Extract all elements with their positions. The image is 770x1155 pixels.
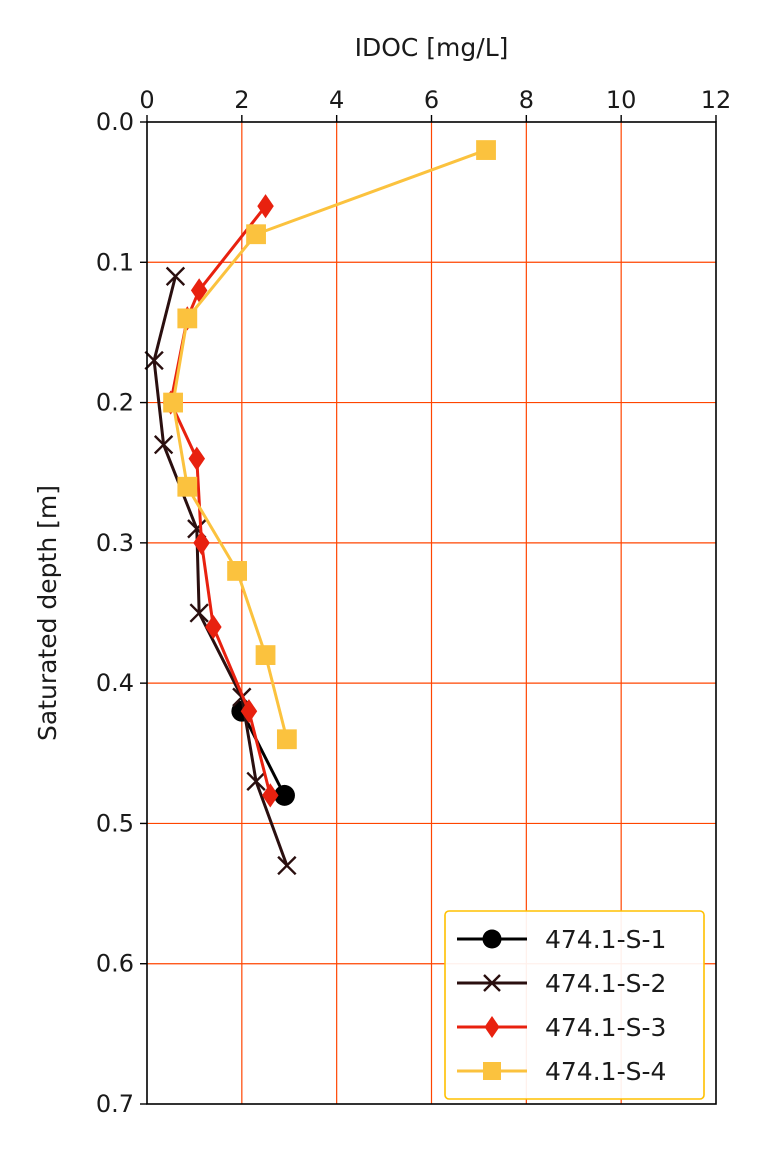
y-tick-label: 0.2 xyxy=(96,389,134,417)
y-axis-label: Saturated depth [m] xyxy=(33,485,62,741)
data-point-diamond xyxy=(205,614,222,640)
x-tick-label: 10 xyxy=(606,86,637,114)
data-point-diamond xyxy=(262,783,279,808)
series-4 xyxy=(163,140,496,750)
data-point-x xyxy=(277,855,297,876)
data-point-square xyxy=(483,1062,501,1080)
data-point-square xyxy=(246,224,266,245)
y-tick-label: 0.3 xyxy=(96,529,134,557)
legend-label: 474.1-S-2 xyxy=(545,969,666,998)
ticks: 0 2 4 6 8 10 12 0.0 0.1 0.2 0.3 0.4 0.5 0.6 0.7 xyxy=(96,86,731,1118)
data-point-x xyxy=(246,771,266,791)
legend-entry: 474.1-S-4 xyxy=(457,1057,666,1086)
y-tick-label: 0.7 xyxy=(96,1090,134,1118)
y-tick-label: 0.1 xyxy=(96,248,134,276)
x-tick-label: 8 xyxy=(519,86,534,114)
data-point-square xyxy=(255,645,276,665)
legend-box xyxy=(444,910,705,1100)
data-point-square xyxy=(177,308,198,329)
y-tick-label: 0.0 xyxy=(96,108,134,136)
grid xyxy=(147,122,716,1104)
legend-label: 474.1-S-1 xyxy=(545,925,666,954)
data-point-square xyxy=(227,561,247,581)
data-point-diamond xyxy=(190,278,208,303)
data-point-circle xyxy=(482,929,502,949)
data-point-square xyxy=(476,140,496,160)
data-point-diamond xyxy=(193,530,210,555)
legend-label: 474.1-S-4 xyxy=(545,1057,666,1086)
data-point-x xyxy=(165,266,186,286)
series-line xyxy=(240,710,286,797)
series-line xyxy=(152,275,289,867)
x-tick-label: 2 xyxy=(234,86,249,114)
data-point-x xyxy=(144,350,164,371)
data-point-diamond xyxy=(240,699,258,724)
series-3 xyxy=(162,194,279,808)
data-point-x xyxy=(483,974,501,992)
x-tick-label: 12 xyxy=(701,86,732,114)
data-point-square xyxy=(276,729,297,750)
legend-label: 474.1-S-3 xyxy=(545,1013,666,1042)
series-line xyxy=(171,148,487,740)
legend-entry: 474.1-S-3 xyxy=(457,1013,666,1042)
data-point-circle xyxy=(274,784,295,806)
data-point-diamond xyxy=(484,1016,500,1038)
data-point-square xyxy=(163,392,183,413)
data-point-square xyxy=(177,476,198,497)
data-point-x xyxy=(153,435,174,455)
data-point-diamond xyxy=(188,446,206,471)
series-layer xyxy=(144,140,496,876)
x-tick-label: 6 xyxy=(424,86,439,114)
legend-entry: 474.1-S-1 xyxy=(457,925,666,954)
x-tick-label: 0 xyxy=(139,86,154,114)
y-tick-label: 0.5 xyxy=(96,809,134,837)
x-axis-label: IDOC [mg/L] xyxy=(355,33,509,62)
legend-entry: 474.1-S-2 xyxy=(457,969,666,998)
data-point-diamond xyxy=(257,194,274,219)
data-point-x xyxy=(189,603,209,623)
y-tick-label: 0.4 xyxy=(96,669,134,697)
series-2 xyxy=(144,266,297,876)
x-tick-label: 4 xyxy=(329,86,344,114)
legend: 474.1-S-1 474.1-S-2 474.1-S-3 474.1-S-4 xyxy=(444,910,705,1100)
y-tick-label: 0.6 xyxy=(96,950,134,978)
